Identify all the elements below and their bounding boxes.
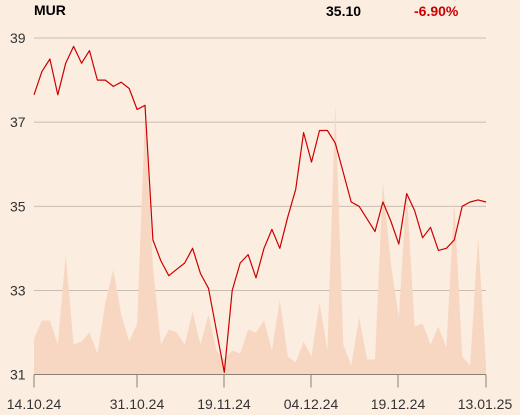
y-tick-35: 35 [10, 198, 26, 214]
y-tick-31: 31 [10, 367, 26, 383]
x-tick-0: 14.10.24 [7, 396, 62, 412]
x-tick-1: 31.10.24 [110, 396, 165, 412]
x-tick-4: 19.12.24 [371, 396, 426, 412]
y-tick-37: 37 [10, 114, 26, 130]
price-change: -6.90% [414, 3, 459, 19]
volume-area [34, 104, 486, 375]
y-tick-39: 39 [10, 30, 26, 46]
ticker-symbol: MUR [34, 2, 66, 18]
last-price: 35.10 [326, 3, 362, 19]
grid-lines [34, 37, 486, 291]
y-tick-33: 33 [10, 282, 26, 298]
price-line-layer [33, 45, 487, 373]
price-line [33, 45, 487, 373]
x-tick-labels: 14.10.24 31.10.24 19.11.24 04.12.24 19.12.24… [7, 396, 513, 412]
axes [33, 374, 487, 388]
x-tick-3: 04.12.24 [284, 396, 339, 412]
quote-header: MUR 35.10 -6.90% [0, 0, 520, 22]
x-tick-2: 19.11.24 [197, 396, 251, 412]
volume-area-layer [34, 104, 486, 375]
y-tick-labels: 31 33 35 37 39 [10, 30, 26, 383]
x-tick-5: 13.01.25 [458, 396, 513, 412]
